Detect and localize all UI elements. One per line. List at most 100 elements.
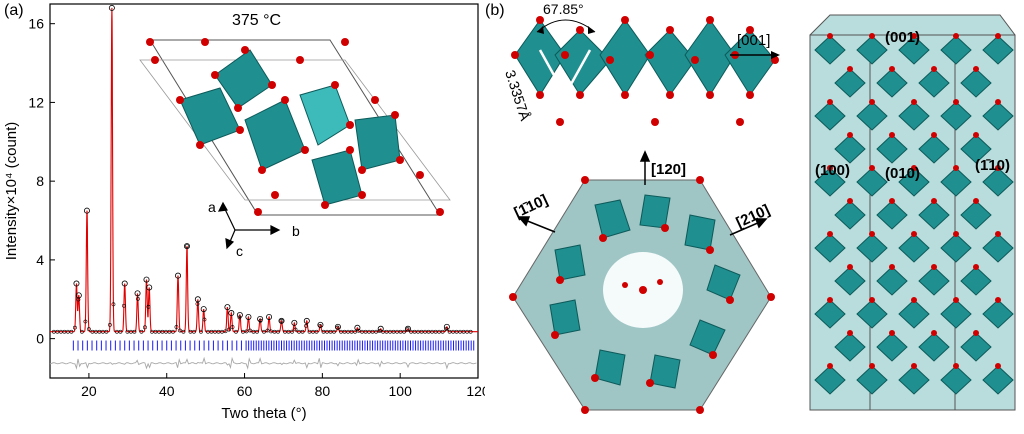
observed-point bbox=[146, 304, 151, 309]
prism-oxygen bbox=[953, 165, 959, 171]
prism-octahedron bbox=[856, 167, 888, 197]
prism-octahedron bbox=[960, 332, 992, 362]
observed-point bbox=[65, 329, 70, 334]
observed-point bbox=[258, 318, 263, 323]
angle-label: 67.85° bbox=[543, 1, 584, 17]
prism-octahedron bbox=[940, 35, 972, 65]
observed-point bbox=[447, 329, 452, 334]
observed-point bbox=[97, 329, 102, 334]
plot-frame bbox=[49, 3, 479, 379]
observed-point bbox=[139, 329, 144, 334]
observed-peak-point bbox=[334, 323, 341, 330]
prism-octahedron bbox=[814, 35, 846, 65]
xrd-chart: 20 40 60 80 100 120 0 4 8 12 16 Two theta (°) Intens… bbox=[3, 3, 490, 422]
prism-oxygen bbox=[869, 297, 875, 303]
observed-peak-point bbox=[143, 276, 150, 283]
observed-peak-point bbox=[228, 310, 235, 317]
observed-point bbox=[363, 329, 368, 334]
observed-peak-point bbox=[377, 325, 384, 332]
observed-point bbox=[90, 329, 95, 334]
observed-point bbox=[234, 329, 238, 334]
observed-point bbox=[220, 329, 224, 334]
observed-point bbox=[118, 329, 123, 334]
face-100-label: (100) bbox=[815, 162, 850, 179]
prism-octahedron bbox=[940, 299, 972, 329]
observed-point bbox=[325, 329, 329, 334]
observed-point bbox=[367, 329, 371, 334]
prism-oxygen bbox=[995, 99, 1001, 105]
observed-point bbox=[104, 329, 109, 334]
observed-point bbox=[209, 329, 214, 334]
observed-point bbox=[395, 329, 399, 334]
prism-octahedron bbox=[898, 233, 930, 263]
observed-point bbox=[129, 329, 133, 334]
prism-oxygen bbox=[931, 66, 937, 72]
observed-point bbox=[160, 329, 165, 334]
observed-point bbox=[171, 329, 175, 334]
x-tick-label: 40 bbox=[159, 383, 175, 399]
observed-peak-point bbox=[245, 313, 252, 320]
angle-lines bbox=[538, 49, 592, 98]
prism-octahedron bbox=[834, 200, 866, 230]
y-tick-label: 12 bbox=[28, 94, 44, 110]
observed-point bbox=[206, 329, 210, 334]
prism-octahedron bbox=[940, 167, 972, 197]
observed-point bbox=[279, 319, 284, 323]
face-001-label: (001) bbox=[885, 29, 920, 46]
unit-cell-outline-inner bbox=[139, 59, 451, 201]
face-010-label: (010) bbox=[885, 165, 920, 182]
prism-oxygen bbox=[847, 66, 853, 72]
observed-peak-point bbox=[257, 315, 264, 322]
temperature-label: 375 °C bbox=[232, 12, 281, 29]
prism-oxygen bbox=[827, 297, 833, 303]
observed-peak-point bbox=[278, 317, 285, 324]
observed-point bbox=[444, 327, 448, 331]
prism-oxygen bbox=[827, 165, 833, 171]
x-tick-label: 120 bbox=[466, 383, 485, 399]
prism-octahedron bbox=[918, 332, 950, 362]
observed-point bbox=[405, 327, 410, 332]
observed-point bbox=[73, 325, 77, 330]
x-axis-label: Two theta (°) bbox=[221, 405, 306, 422]
observed-point bbox=[115, 329, 119, 334]
observed-point bbox=[360, 329, 364, 334]
observed-point bbox=[248, 328, 252, 333]
observed-point bbox=[188, 329, 193, 334]
prism-octahedron bbox=[834, 266, 866, 296]
prism-oxygen bbox=[973, 264, 979, 270]
prism-oxygen bbox=[827, 231, 833, 237]
observed-peak-point bbox=[236, 312, 243, 319]
prism-oxygen bbox=[995, 165, 1001, 171]
observed-point bbox=[314, 329, 319, 334]
observed-point bbox=[430, 329, 434, 334]
crystal-structure-inset: a b c bbox=[139, 38, 451, 259]
prism-octahedron bbox=[918, 68, 950, 98]
direction-110-label: [1̄10] bbox=[512, 191, 551, 221]
observed-point bbox=[426, 329, 431, 334]
prism-octahedron bbox=[982, 167, 1014, 197]
observed-peak-point bbox=[194, 296, 201, 303]
prism-octahedron bbox=[814, 233, 846, 263]
observed-point bbox=[181, 329, 186, 334]
observed-point bbox=[241, 329, 245, 334]
observed-point bbox=[199, 329, 203, 334]
prism-oxygen bbox=[889, 264, 895, 270]
prism-octahedron bbox=[876, 134, 908, 164]
observed-point bbox=[381, 329, 385, 334]
observed-point bbox=[195, 302, 200, 306]
observed-point bbox=[216, 329, 221, 334]
x-tick-label: 80 bbox=[315, 383, 331, 399]
observed-point bbox=[346, 329, 350, 334]
observed-peak-point bbox=[73, 280, 80, 287]
observed-point bbox=[374, 329, 378, 334]
observed-point bbox=[265, 328, 270, 333]
prism-octahedron bbox=[918, 134, 950, 164]
prism-oxygen bbox=[973, 198, 979, 204]
prism-oxygen bbox=[847, 132, 853, 138]
chain-direction-label: [001] bbox=[737, 32, 770, 49]
observed-point bbox=[468, 329, 473, 334]
axis-b-label: b bbox=[292, 223, 300, 239]
x-tick-label: 60 bbox=[237, 383, 253, 399]
observed-peak-point bbox=[291, 319, 298, 326]
observed-point bbox=[349, 329, 354, 334]
